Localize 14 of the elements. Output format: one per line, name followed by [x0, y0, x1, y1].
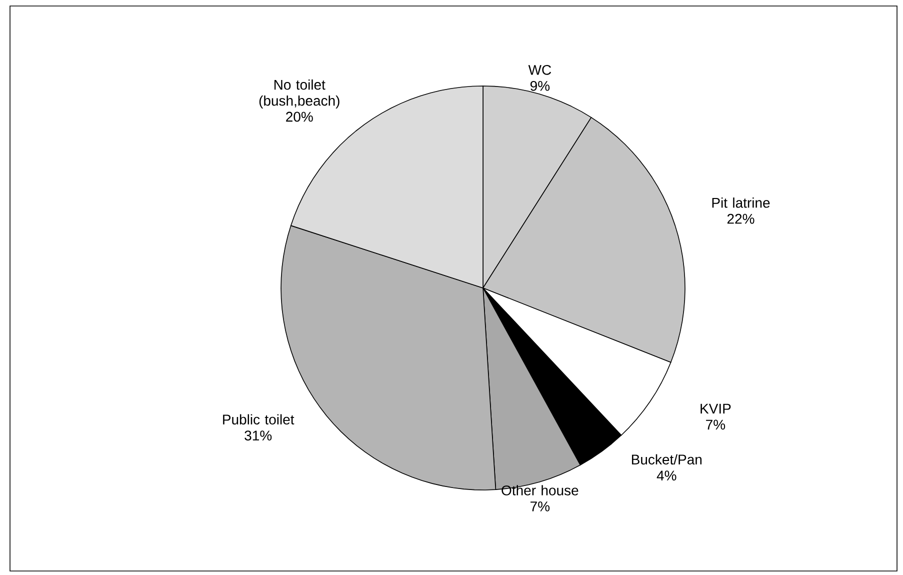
- data-label: 7%: [530, 502, 550, 512]
- slice-label: Public toilet: [223, 414, 294, 425]
- data-label: 20%: [286, 112, 313, 122]
- data-label: 31%: [244, 430, 272, 441]
- data-label: 7%: [706, 420, 726, 430]
- data-label: 9%: [530, 80, 550, 91]
- slice-label: No toilet (bush,beach): [259, 79, 340, 108]
- data-label: 22%: [727, 214, 754, 224]
- slice-label: Other house: [502, 485, 578, 496]
- slice-label: Bucket/Pan: [632, 454, 702, 465]
- data-label: 4%: [656, 470, 676, 480]
- slice-label: Pit latrine: [712, 198, 770, 208]
- slice-label: KVIP: [700, 404, 731, 414]
- slice-label: WC: [528, 64, 552, 75]
